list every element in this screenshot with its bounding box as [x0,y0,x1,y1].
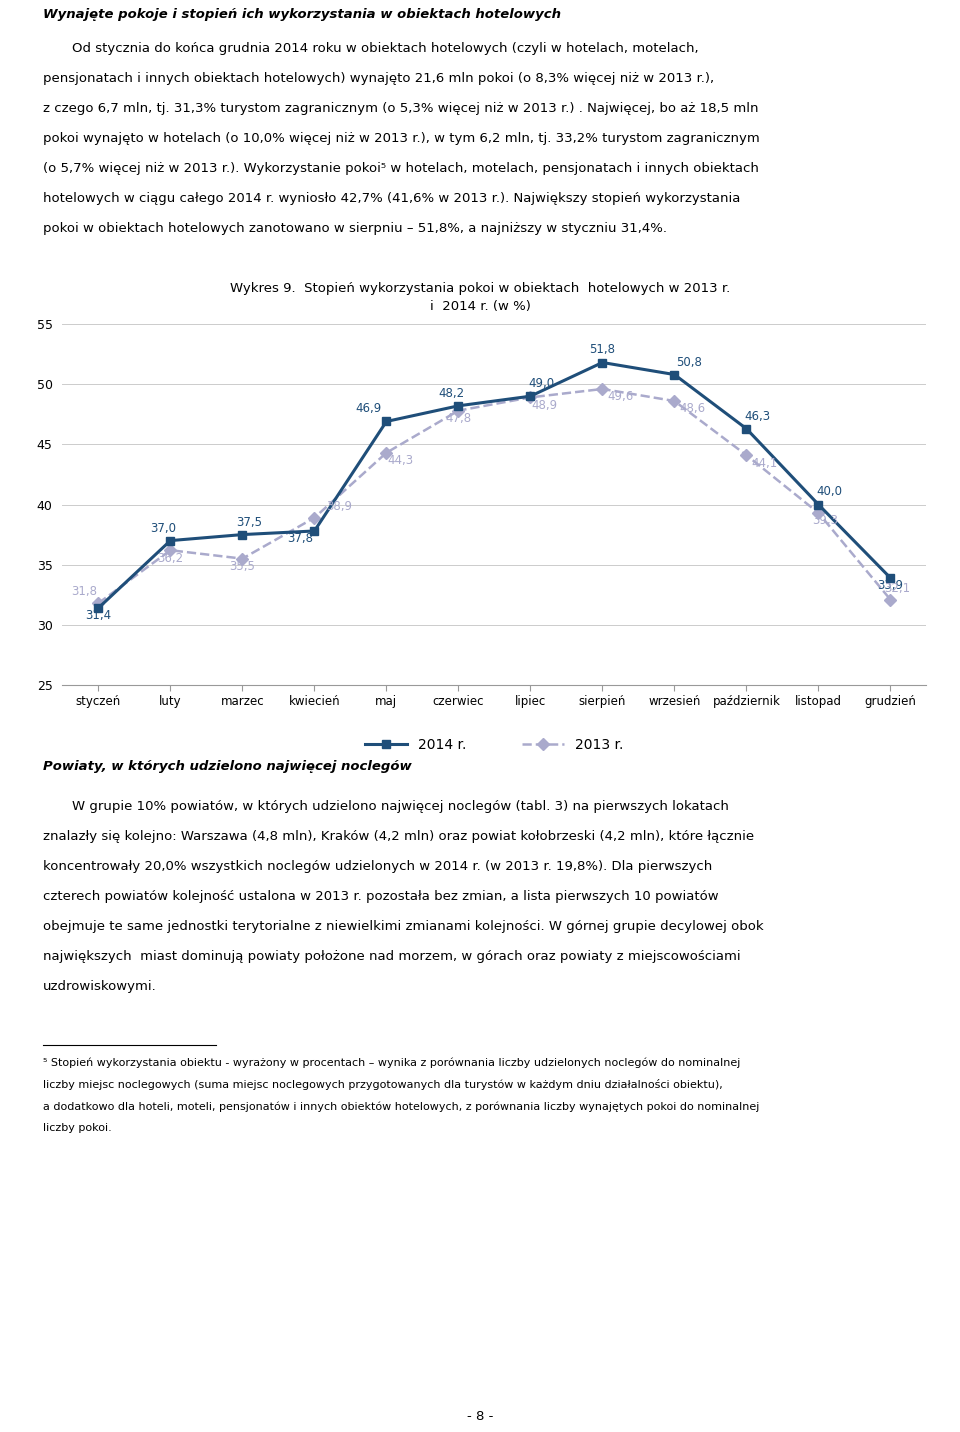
Text: hotelowych w ciągu całego 2014 r. wyniosło 42,7% (41,6% w 2013 r.). Największy s: hotelowych w ciągu całego 2014 r. wynios… [43,192,740,205]
Text: W grupie 10% powiatów, w których udzielono najwięcej noclegów (tabl. 3) na pierw: W grupie 10% powiatów, w których udzielo… [72,800,729,813]
Text: 49,6: 49,6 [608,391,634,404]
Text: 48,6: 48,6 [680,402,706,415]
Text: 31,4: 31,4 [85,610,111,623]
Text: obejmuje te same jednostki terytorialne z niewielkimi zmianami kolejności. W gór: obejmuje te same jednostki terytorialne … [43,919,764,934]
Text: 40,0: 40,0 [816,485,842,498]
Text: 51,8: 51,8 [589,344,615,357]
Text: 32,1: 32,1 [884,581,911,594]
Text: pensjonatach i innych obiektach hotelowych) wynajęto 21,6 mln pokoi (o 8,3% więc: pensjonatach i innych obiektach hotelowy… [43,72,714,84]
Text: Od stycznia do końca grudnia 2014 roku w obiektach hotelowych (czyli w hotelach,: Od stycznia do końca grudnia 2014 roku w… [72,42,699,54]
Text: uzdrowiskowymi.: uzdrowiskowymi. [43,979,156,992]
Text: 37,5: 37,5 [236,516,263,528]
Text: - 8 -: - 8 - [467,1411,493,1423]
Text: 48,2: 48,2 [438,387,465,400]
Text: koncentrowały 20,0% wszystkich noclegów udzielonych w 2014 r. (w 2013 r. 19,8%).: koncentrowały 20,0% wszystkich noclegów … [43,861,712,874]
Text: i  2014 r. (w %): i 2014 r. (w %) [429,299,531,314]
Text: 44,3: 44,3 [388,454,414,467]
Text: 37,0: 37,0 [150,521,177,534]
Text: największych  miast dominują powiaty położone nad morzem, w górach oraz powiaty : największych miast dominują powiaty poło… [43,949,741,962]
Text: 33,9: 33,9 [877,580,903,593]
Text: 47,8: 47,8 [445,412,471,425]
Text: 49,0: 49,0 [528,377,554,390]
Text: 31,8: 31,8 [71,586,97,599]
Text: pokoi wynajęto w hotelach (o 10,0% więcej niż w 2013 r.), w tym 6,2 mln, tj. 33,: pokoi wynajęto w hotelach (o 10,0% więce… [43,132,760,145]
Text: liczby miejsc noclegowych (suma miejsc noclegowych przygotowanych dla turystów w: liczby miejsc noclegowych (suma miejsc n… [43,1078,723,1090]
Text: 37,8: 37,8 [287,533,313,546]
Text: 35,5: 35,5 [229,560,255,573]
Text: Wynajęte pokoje i stopień ich wykorzystania w obiektach hotelowych: Wynajęte pokoje i stopień ich wykorzysta… [43,9,562,21]
Text: 46,9: 46,9 [355,402,381,415]
Text: 38,9: 38,9 [326,500,352,513]
Legend: 2014 r., 2013 r.: 2014 r., 2013 r. [360,732,629,758]
Text: liczby pokoi.: liczby pokoi. [43,1123,112,1133]
Text: pokoi w obiektach hotelowych zanotowano w sierpniu – 51,8%, a najniższy w styczn: pokoi w obiektach hotelowych zanotowano … [43,222,667,235]
Text: 48,9: 48,9 [532,400,558,412]
Text: 44,1: 44,1 [752,457,778,470]
Text: 39,3: 39,3 [812,514,839,527]
Text: 50,8: 50,8 [676,355,702,368]
Text: (o 5,7% więcej niż w 2013 r.). Wykorzystanie pokoi⁵ w hotelach, motelach, pensjo: (o 5,7% więcej niż w 2013 r.). Wykorzyst… [43,162,759,175]
Text: ⁵ Stopień wykorzystania obiektu - wyrażony w procentach – wynika z porównania li: ⁵ Stopień wykorzystania obiektu - wyrażo… [43,1057,740,1067]
Text: 36,2: 36,2 [157,551,183,564]
Text: czterech powiatów kolejność ustalona w 2013 r. pozostała bez zmian, a lista pier: czterech powiatów kolejność ustalona w 2… [43,891,719,904]
Text: a dodatkowo dla hoteli, moteli, pensjonatów i innych obiektów hotelowych, z poró: a dodatkowo dla hoteli, moteli, pensjona… [43,1101,759,1111]
Text: Wykres 9.  Stopień wykorzystania pokoi w obiektach  hotelowych w 2013 r.: Wykres 9. Stopień wykorzystania pokoi w … [229,282,731,295]
Text: Powiaty, w których udzielono najwięcej noclegów: Powiaty, w których udzielono najwięcej n… [43,760,412,773]
Text: 46,3: 46,3 [744,410,770,422]
Text: z czego 6,7 mln, tj. 31,3% turystom zagranicznym (o 5,3% więcej niż w 2013 r.) .: z czego 6,7 mln, tj. 31,3% turystom zagr… [43,102,758,115]
Text: znalazły się kolejno: Warszawa (4,8 mln), Kraków (4,2 mln) oraz powiat kołobrzes: znalazły się kolejno: Warszawa (4,8 mln)… [43,831,755,843]
